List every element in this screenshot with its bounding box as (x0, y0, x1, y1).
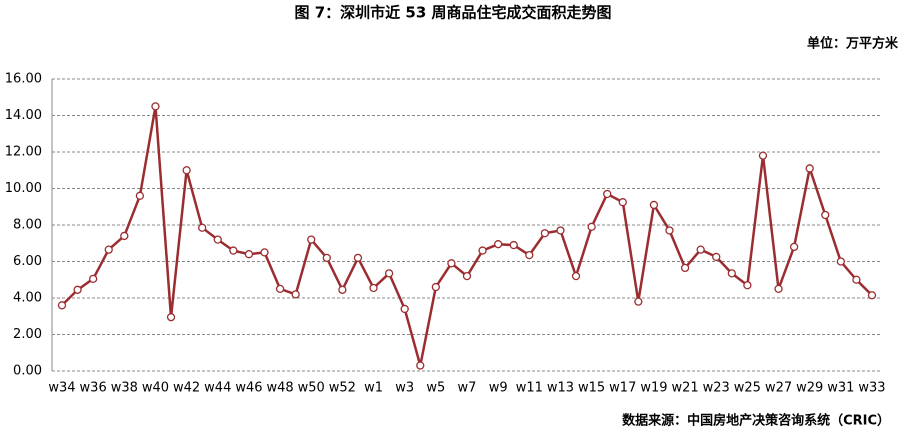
x-tick-label: w52 (329, 381, 356, 396)
x-tick-label: w7 (458, 381, 477, 396)
point-marker (587, 222, 596, 231)
point-marker (509, 240, 518, 250)
point-marker (665, 226, 674, 235)
series-line (61, 106, 873, 366)
point-marker (151, 102, 160, 111)
x-tick-label: w3 (395, 381, 414, 396)
y-tick-label: 0.00 (13, 364, 42, 379)
point-marker (104, 245, 113, 254)
point-marker (525, 250, 534, 260)
x-tick-label: w44 (204, 381, 231, 396)
x-tick-label: w15 (578, 381, 605, 396)
x-tick-label: w5 (426, 381, 445, 396)
x-tick-label: w1 (364, 381, 383, 396)
point-marker (447, 259, 456, 268)
chart-title: 图 7：深圳市近 53 周商品住宅成交面积走势图 (295, 4, 612, 22)
source-note: 数据来源：中国房地产决策咨询系统（CRIC） (622, 413, 890, 429)
point-marker (120, 231, 129, 241)
x-tick-label: w23 (703, 381, 730, 396)
point-marker (369, 283, 378, 293)
point-marker (198, 223, 207, 232)
y-tick-label: 6.00 (13, 254, 42, 269)
unit-label: 单位：万平方米 (807, 36, 899, 52)
point-marker (821, 210, 830, 220)
x-tick-label: w31 (827, 381, 854, 396)
x-tick-label: w17 (609, 381, 636, 396)
x-tick-label: w40 (142, 381, 169, 396)
point-marker (634, 297, 643, 306)
point-marker (680, 263, 690, 273)
x-tick-label: w33 (858, 381, 885, 396)
point-marker (805, 164, 814, 173)
point-marker (229, 246, 238, 255)
point-marker (244, 250, 254, 259)
point-marker (338, 285, 347, 294)
y-tick-label: 4.00 (13, 291, 42, 306)
y-tick-label: 8.00 (13, 218, 42, 233)
point-marker (260, 248, 269, 257)
x-tick-label: w46 (235, 381, 262, 396)
x-tick-label: w42 (173, 381, 200, 396)
point-marker (540, 229, 550, 238)
point-marker (307, 235, 316, 244)
point-marker (462, 271, 472, 281)
point-marker (836, 257, 845, 266)
point-marker (743, 281, 752, 290)
point-marker (182, 166, 191, 175)
point-marker (649, 200, 659, 210)
x-tick-label: w38 (111, 381, 138, 396)
point-marker (416, 361, 425, 370)
point-marker (867, 291, 877, 300)
point-marker (89, 274, 98, 283)
x-tick-label: w11 (516, 381, 543, 396)
point-marker (291, 290, 300, 299)
point-marker (789, 242, 799, 252)
point-marker (774, 284, 783, 294)
point-marker (696, 245, 705, 254)
y-tick-label: 16.00 (5, 72, 42, 87)
point-marker (852, 275, 861, 284)
y-tick-label: 14.00 (5, 108, 42, 123)
point-marker (494, 240, 503, 249)
x-tick-label: w29 (796, 381, 823, 396)
y-tick-label: 2.00 (13, 327, 42, 342)
point-marker (400, 304, 409, 314)
point-marker (166, 313, 176, 322)
x-tick-label: w25 (734, 381, 761, 396)
x-tick-label: w27 (765, 381, 792, 396)
point-marker (478, 246, 487, 255)
point-marker (275, 284, 285, 294)
point-marker (618, 198, 627, 207)
point-marker (727, 269, 736, 278)
point-marker (213, 235, 222, 244)
point-marker (135, 191, 145, 200)
point-marker (712, 252, 721, 262)
x-tick-label: w50 (298, 381, 325, 396)
point-marker (322, 253, 331, 263)
x-tick-label: w19 (640, 381, 667, 396)
x-tick-label: w48 (266, 381, 293, 396)
x-tick-label: w13 (547, 381, 574, 396)
x-tick-label: w9 (489, 381, 508, 396)
x-tick-label: w34 (48, 381, 75, 396)
point-marker (73, 285, 82, 294)
point-marker (758, 151, 768, 160)
y-tick-label: 10.00 (5, 181, 42, 196)
point-marker (556, 226, 565, 235)
point-marker (431, 282, 440, 292)
point-marker (57, 301, 67, 310)
x-tick-label: w36 (80, 381, 107, 396)
y-tick-label: 12.00 (5, 145, 42, 160)
point-marker (603, 189, 612, 199)
point-marker (353, 253, 363, 263)
point-marker (384, 269, 394, 278)
point-marker (571, 271, 581, 281)
x-tick-label: w21 (671, 381, 698, 396)
